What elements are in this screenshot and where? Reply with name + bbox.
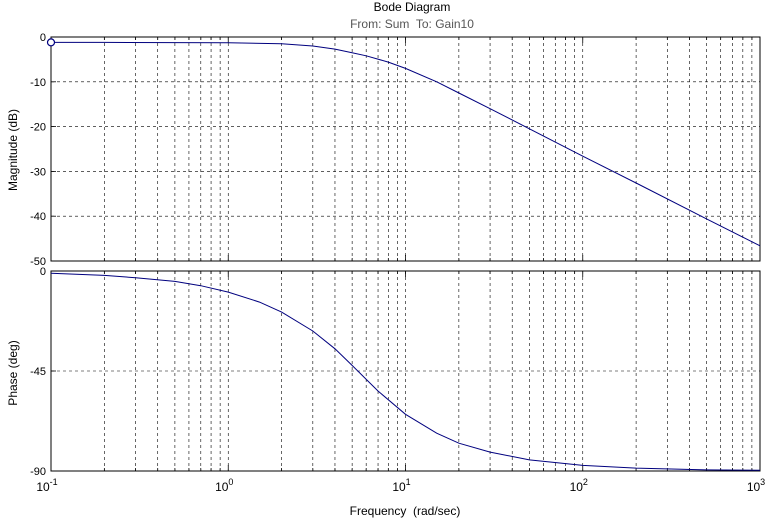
y-tick-label: -30 bbox=[30, 166, 46, 178]
phase-axis-label: Phase (deg) bbox=[6, 340, 20, 405]
axes-box bbox=[50, 36, 761, 262]
frequency-axis-label: Frequency (rad/sec) bbox=[350, 504, 461, 518]
start-marker bbox=[46, 38, 56, 47]
x-tick-label-exponent: 3 bbox=[760, 477, 765, 487]
y-tick-label: -90 bbox=[30, 466, 46, 478]
x-tick-label: 100 bbox=[215, 477, 233, 494]
x-tick-label-base: 10 bbox=[570, 480, 584, 494]
x-tick-label: 102 bbox=[570, 477, 588, 494]
y-tick-label: 0 bbox=[40, 32, 46, 44]
x-tick-label-base: 10 bbox=[747, 480, 761, 494]
y-tick-label: -50 bbox=[30, 256, 46, 268]
x-tick-label-base: 10 bbox=[392, 480, 406, 494]
y-tick-label: -40 bbox=[30, 211, 46, 223]
y-tick-label: -10 bbox=[30, 77, 46, 89]
y-tick-label: 0 bbox=[40, 266, 46, 278]
x-tick-label: 101 bbox=[392, 477, 410, 494]
chart-title: Bode Diagram bbox=[374, 0, 451, 14]
x-tick-label-base: 10 bbox=[36, 480, 50, 494]
series-line-phase bbox=[50, 272, 761, 471]
y-tick-label: -45 bbox=[30, 366, 46, 378]
series-line-magnitude bbox=[51, 41, 761, 247]
x-tick-label: 103 bbox=[747, 477, 765, 494]
magnitude-panel: 0 -10 -20 -30 -40 -50 bbox=[30, 32, 761, 268]
x-tick-label-exponent: 2 bbox=[583, 477, 588, 487]
x-tick-label-exponent: 1 bbox=[406, 477, 411, 487]
x-tick-label-exponent: 0 bbox=[228, 477, 233, 487]
x-tick-label-base: 10 bbox=[215, 480, 229, 494]
x-tick-label-exponent: -1 bbox=[50, 477, 58, 487]
magnitude-axis-label: Magnitude (dB) bbox=[6, 109, 20, 191]
x-tick-label: 10-1 bbox=[36, 477, 57, 494]
y-tick-label: -20 bbox=[30, 122, 46, 134]
chart-subtitle: From: Sum To: Gain10 bbox=[350, 17, 474, 31]
